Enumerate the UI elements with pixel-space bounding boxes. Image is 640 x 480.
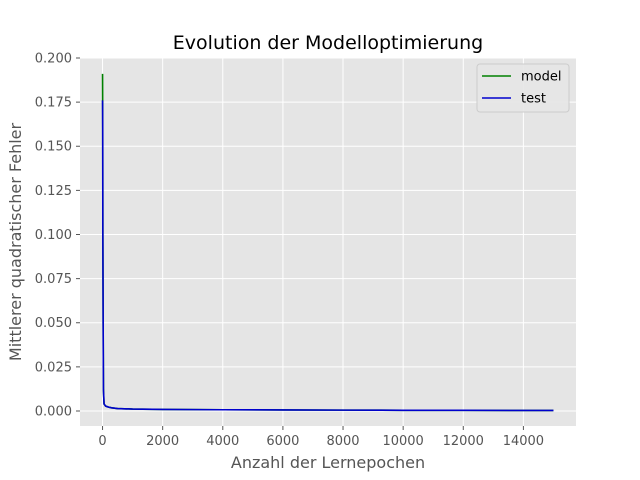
- y-tick-label: 0.100: [35, 228, 72, 243]
- x-tick-label: 12000: [443, 434, 484, 449]
- y-axis: 0.000 0.025 0.050 0.075 0.100 0.125 0.150 0.175…: [35, 52, 80, 419]
- x-tick-label: 10000: [382, 434, 423, 449]
- x-axis-label: Anzahl der Lernepochen: [231, 453, 425, 472]
- chart-title: Evolution der Modelloptimierung: [173, 32, 483, 54]
- y-tick-label: 0.025: [35, 360, 72, 375]
- x-tick-label: 8000: [326, 434, 359, 449]
- x-tick-label: 14000: [503, 434, 544, 449]
- y-tick-label: 0.000: [35, 404, 72, 419]
- x-tick-label: 6000: [266, 434, 299, 449]
- legend: model test: [476, 63, 570, 113]
- y-tick-label: 0.125: [35, 184, 72, 199]
- y-axis-label: Mittlerer quadratischer Fehler: [6, 123, 25, 362]
- y-tick-label: 0.075: [35, 272, 72, 287]
- x-tick-label: 2000: [146, 434, 179, 449]
- y-tick-label: 0.150: [35, 140, 72, 155]
- grid: [80, 57, 576, 426]
- y-tick-label: 0.050: [35, 316, 72, 331]
- y-tick-label: 0.200: [35, 52, 72, 67]
- y-tick-label: 0.175: [35, 96, 72, 111]
- x-tick-label: 0: [98, 434, 106, 449]
- x-tick-label: 4000: [206, 434, 239, 449]
- x-axis: 0 2000 4000 6000 8000 10000 12000 14000: [98, 426, 544, 449]
- series-layer: [101, 73, 554, 412]
- legend-label-model: model: [521, 70, 561, 85]
- legend-label-test: test: [521, 92, 546, 107]
- plot-area: [80, 58, 576, 426]
- series-line-test: [101, 100, 554, 412]
